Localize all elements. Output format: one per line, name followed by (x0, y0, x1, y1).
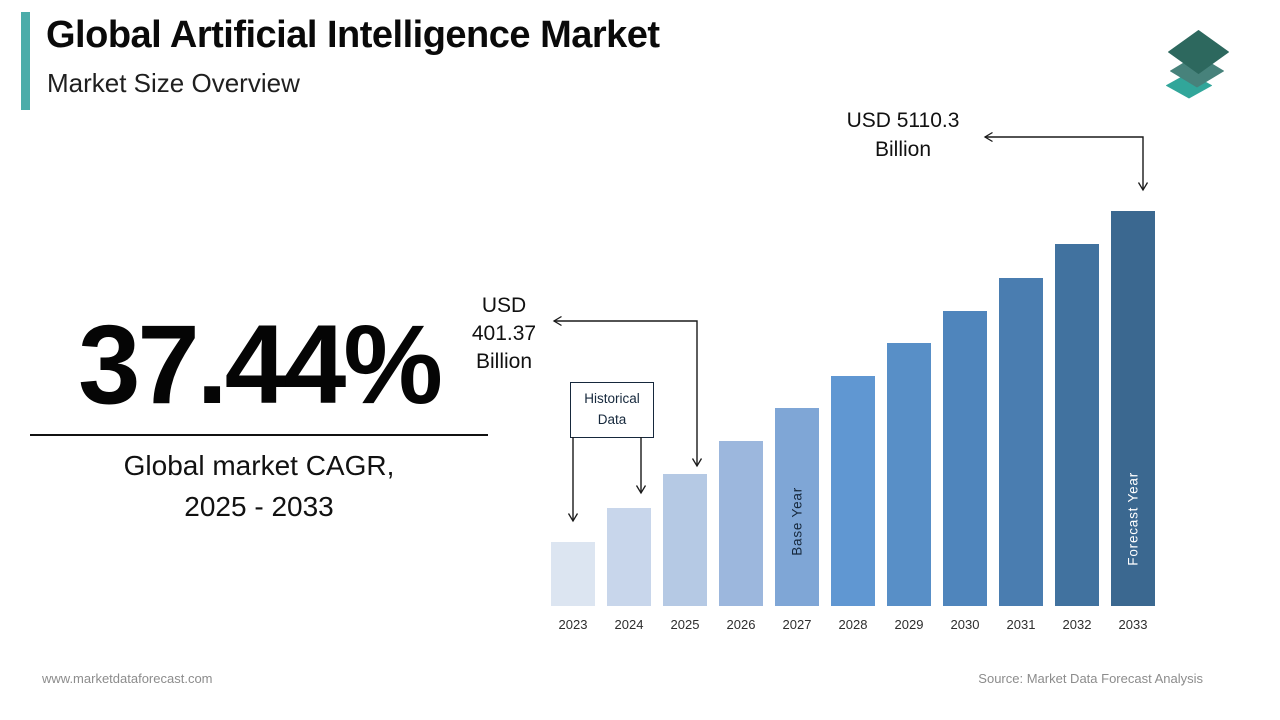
logo-layer-top (1168, 30, 1229, 74)
bar-2032 (1055, 244, 1099, 606)
bar-2024 (607, 508, 651, 606)
base-value-annotation: USD 401.37 Billion (471, 294, 537, 373)
bar-column-2029: 2029 (887, 343, 931, 632)
historical-data-label: Historical Data (584, 391, 640, 427)
source-note: Source: Market Data Forecast Analysis (978, 671, 1203, 686)
cagr-label-line1: Global market CAGR, (123, 450, 395, 482)
x-axis-label-2026: 2026 (726, 617, 756, 632)
x-axis-label-2030: 2030 (950, 617, 980, 632)
x-axis-label-2033: 2033 (1118, 617, 1148, 632)
bar-column-2033: Forecast Year 2033 (1111, 211, 1155, 632)
x-axis-label-2029: 2029 (894, 617, 924, 632)
bar-2029 (887, 343, 931, 606)
bar-2023 (551, 542, 595, 606)
bar-2031 (999, 278, 1043, 606)
cagr-value: 37.44% (78, 302, 443, 427)
bar-column-2030: 2030 (943, 311, 987, 632)
bar-column-2027: Base Year 2027 (775, 408, 819, 632)
bar-2026 (719, 441, 763, 606)
stat-divider (30, 434, 488, 437)
x-axis-label-2031: 2031 (1006, 617, 1036, 632)
x-axis-label-2032: 2032 (1062, 617, 1092, 632)
bar-column-2032: 2032 (1055, 244, 1099, 632)
bar-column-2024: 2024 (607, 508, 651, 632)
x-axis-label-2027: 2027 (782, 617, 812, 632)
bar-column-2028: 2028 (831, 376, 875, 632)
page-subtitle: Market Size Overview (47, 68, 300, 98)
x-axis-label-2025: 2025 (670, 617, 700, 632)
bar-2030 (943, 311, 987, 606)
cagr-stat-block: 37.44% Global market CAGR, 2025 - 2033 (30, 302, 488, 527)
bar-chart: 2023 2024 2025 2026 Base Year 2027 2028 2029 203… (551, 211, 1155, 632)
bar-2028 (831, 376, 875, 606)
x-axis-label-2023: 2023 (558, 617, 588, 632)
page-title: Global Artificial Intelligence Market (46, 14, 660, 56)
bar-column-2025: 2025 (663, 474, 707, 632)
forecast-year-label: Forecast Year (1125, 472, 1141, 566)
title-accent-bar (21, 12, 30, 110)
peak-value-arrow (983, 131, 1149, 192)
base-year-label: Base Year (789, 487, 805, 556)
website-url: www.marketdataforecast.com (42, 671, 213, 686)
peak-value-annotation: USD 5110.3 Billion (846, 109, 960, 161)
layered-diamonds-logo-icon (1166, 30, 1229, 99)
bar-column-2023: 2023 (551, 542, 595, 632)
bar-2033: Forecast Year (1111, 211, 1155, 606)
bar-column-2026: 2026 (719, 441, 763, 632)
cagr-label-line2: 2025 - 2033 (184, 490, 334, 522)
bar-2025 (663, 474, 707, 606)
cagr-label: Global market CAGR, 2025 - 2033 (30, 446, 488, 527)
x-axis-label-2028: 2028 (838, 617, 868, 632)
bar-2027: Base Year (775, 408, 819, 606)
bar-column-2031: 2031 (999, 278, 1043, 632)
x-axis-label-2024: 2024 (614, 617, 644, 632)
historical-data-box: Historical Data (570, 382, 654, 438)
